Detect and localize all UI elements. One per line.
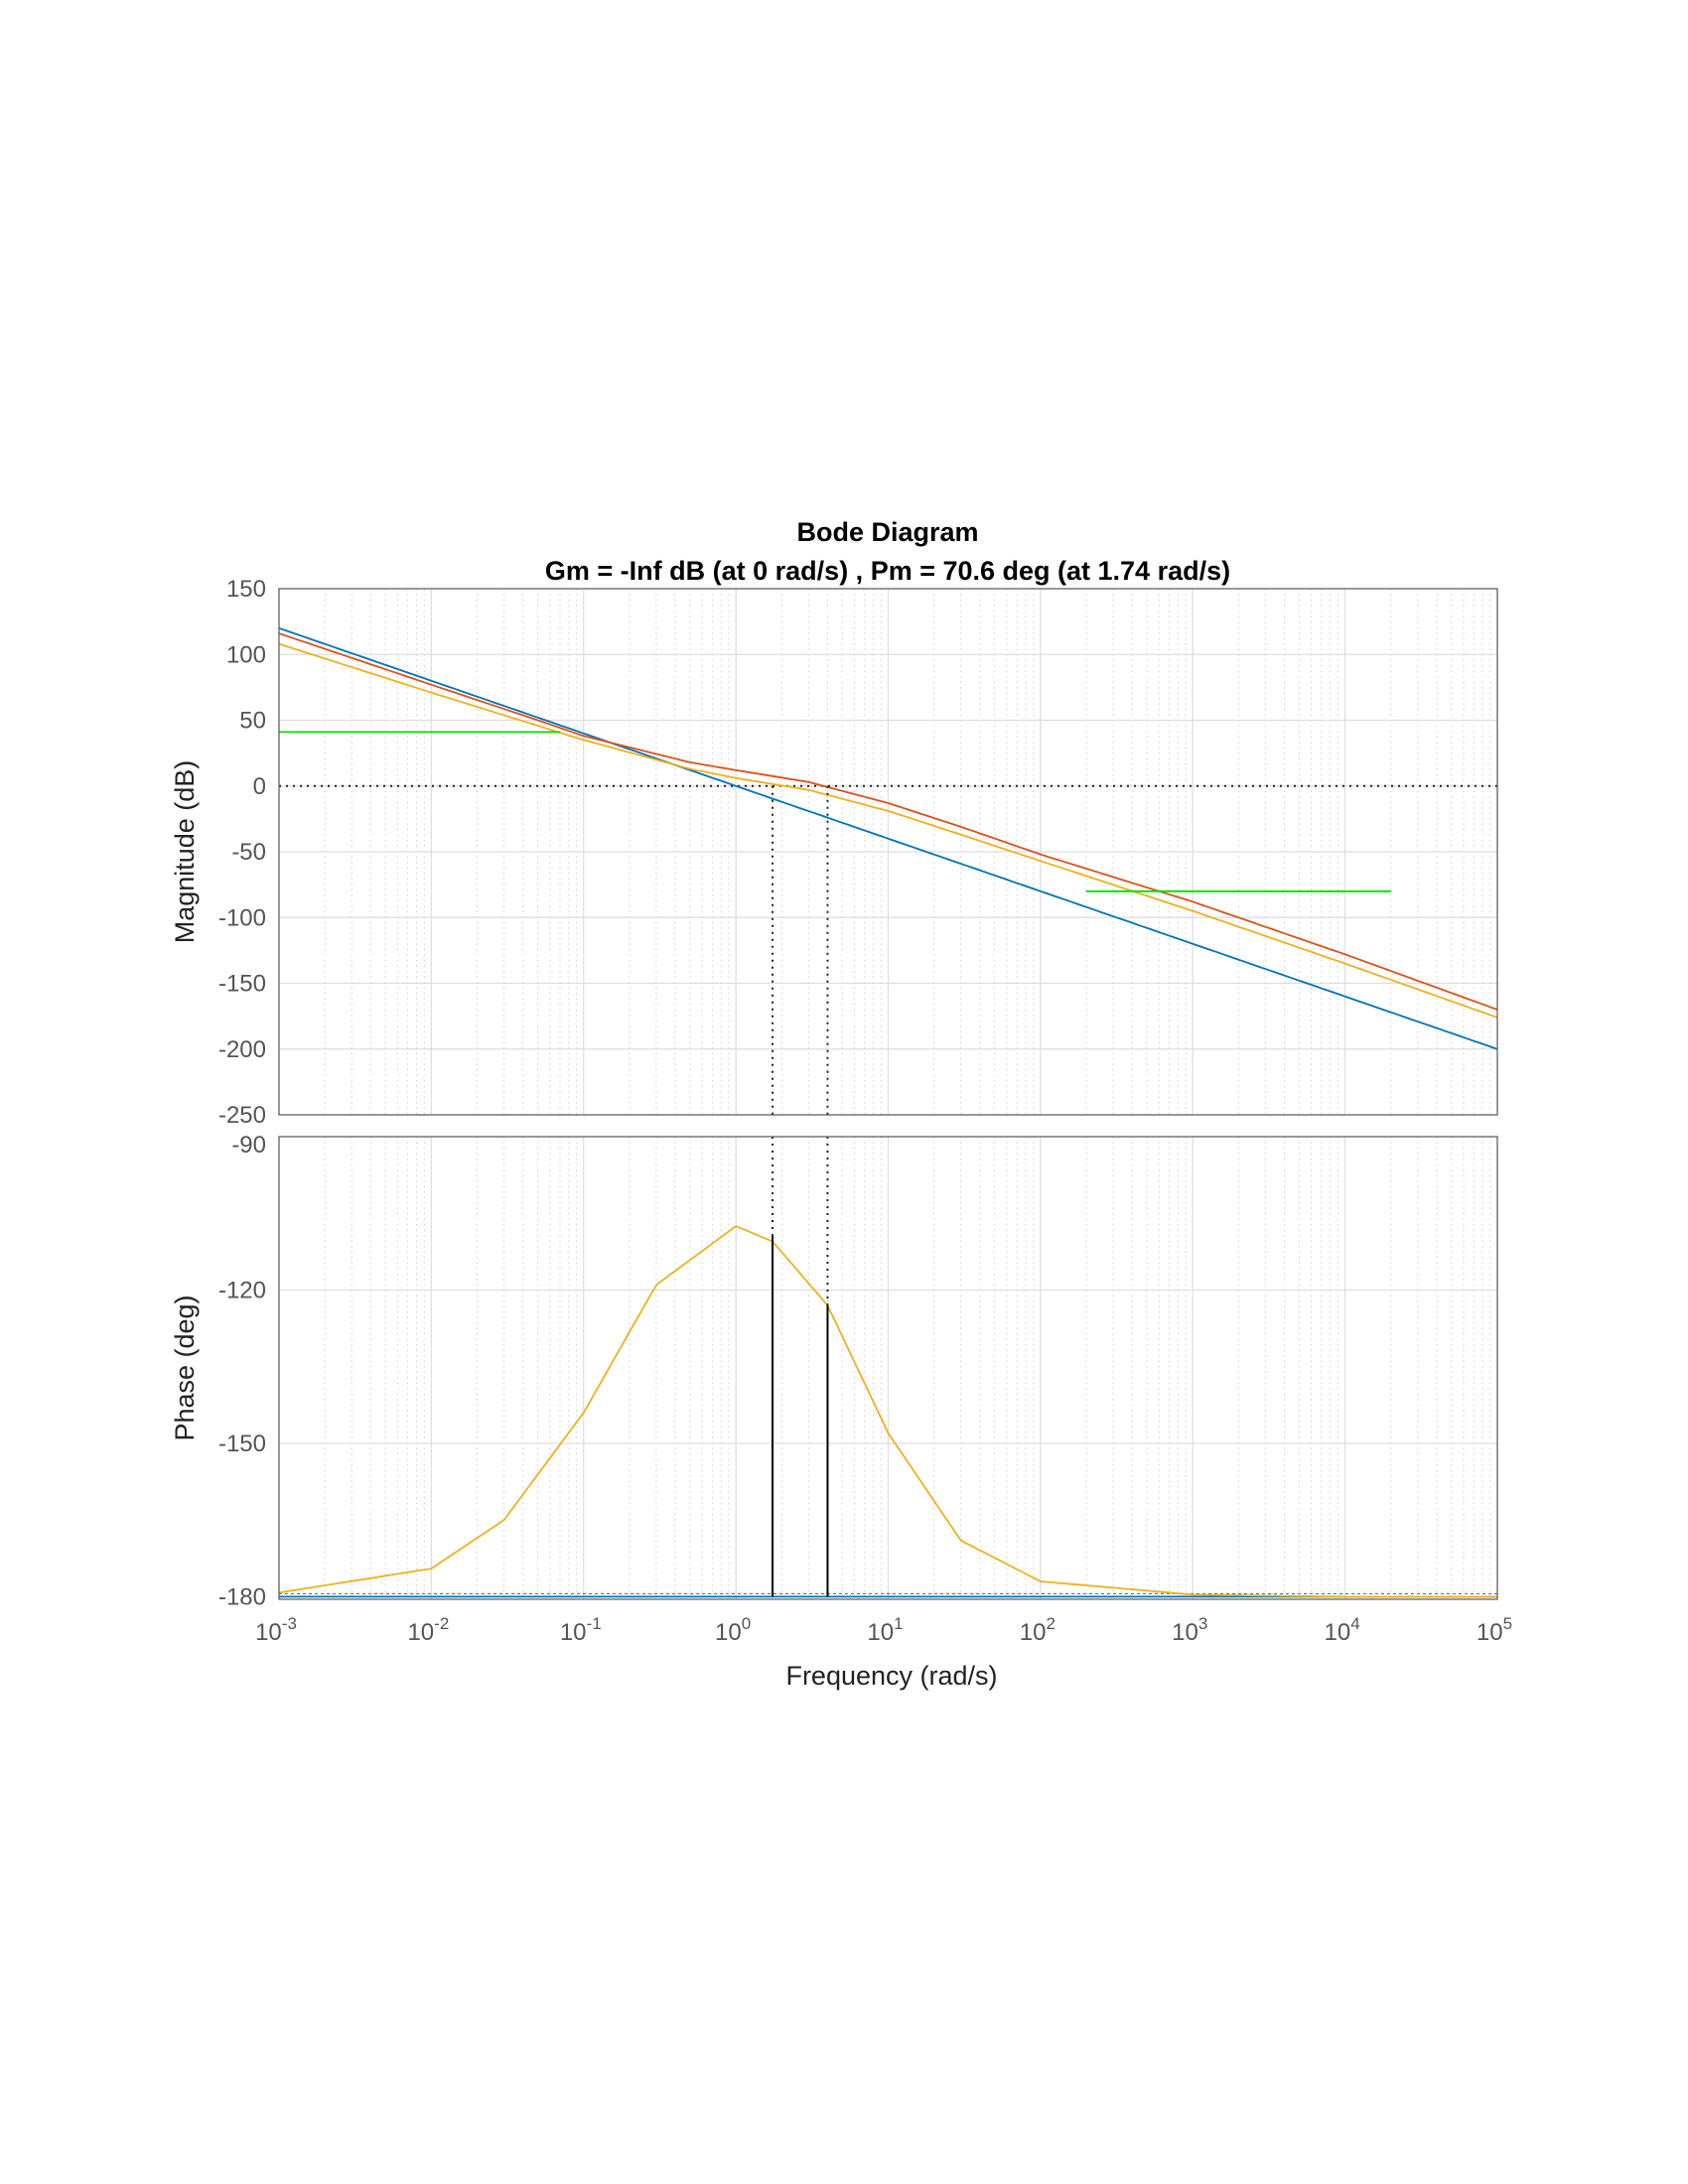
phase-axes-frame <box>278 1136 1498 1600</box>
phase-tick-labels: -90 -120 -150 -180 <box>218 1132 266 1610</box>
magnitude-y-axis-label: Magnitude (dB) <box>170 760 200 944</box>
magnitude-tick-label: -250 <box>218 1102 266 1129</box>
magnitude-tick-labels: 150 100 50 0 -50 -100 -150 -200 -250 <box>218 576 266 1129</box>
frequency-tick-label: 102 <box>1020 1614 1055 1646</box>
phase-orange-line <box>278 1225 1497 1598</box>
magnitude-tick-label: -100 <box>218 904 266 931</box>
frequency-tick-label: 105 <box>1477 1614 1512 1646</box>
magnitude-tick-label: 0 <box>253 773 266 800</box>
frequency-tick-label: 10-2 <box>407 1614 449 1646</box>
frequency-tick-label: 103 <box>1172 1614 1207 1646</box>
magnitude-tick-label: -150 <box>218 971 266 998</box>
frequency-tick-labels: 10-3 10-2 10-1 100 101 102 103 104 105 <box>255 1614 1512 1646</box>
magnitude-panel: 150 100 50 0 -50 -100 -150 -200 -250 Magnitude (… <box>170 576 1498 1129</box>
magnitude-grid <box>278 588 1498 1116</box>
magnitude-series <box>278 626 1498 1115</box>
phase-tick-label: -180 <box>218 1583 266 1610</box>
frequency-tick-label: 104 <box>1325 1614 1360 1646</box>
frequency-tick-label: 10-3 <box>255 1614 297 1646</box>
phase-grid <box>278 1136 1498 1599</box>
phase-series <box>278 1137 1497 1598</box>
frequency-tick-label: 10-1 <box>560 1614 602 1646</box>
magnitude-tick-label: 50 <box>239 708 266 735</box>
magnitude-axes-frame <box>278 588 1498 1116</box>
magnitude-blue-line <box>278 626 1498 1050</box>
phase-y-axis-label: Phase (deg) <box>170 1295 200 1440</box>
frequency-tick-label: 100 <box>715 1614 751 1646</box>
frequency-tick-label: 101 <box>867 1614 903 1646</box>
chart-title: Bode Diagram <box>796 517 978 547</box>
phase-tick-label: -90 <box>231 1132 266 1159</box>
frequency-axis-label: Frequency (rad/s) <box>785 1661 997 1691</box>
magnitude-tick-label: -50 <box>231 839 266 866</box>
phase-panel: -90 -120 -150 -180 Phase (deg) <box>170 1132 1498 1610</box>
phase-tick-label: -150 <box>218 1431 266 1457</box>
magnitude-tick-label: 100 <box>226 641 266 668</box>
magnitude-orange-line <box>278 642 1498 1019</box>
chart-subtitle: Gm = -Inf dB (at 0 rad/s) , Pm = 70.6 de… <box>545 556 1230 586</box>
magnitude-red-line <box>278 632 1498 1011</box>
phase-tick-label: -120 <box>218 1277 266 1303</box>
magnitude-tick-label: 150 <box>226 576 266 603</box>
magnitude-tick-label: -200 <box>218 1036 266 1063</box>
